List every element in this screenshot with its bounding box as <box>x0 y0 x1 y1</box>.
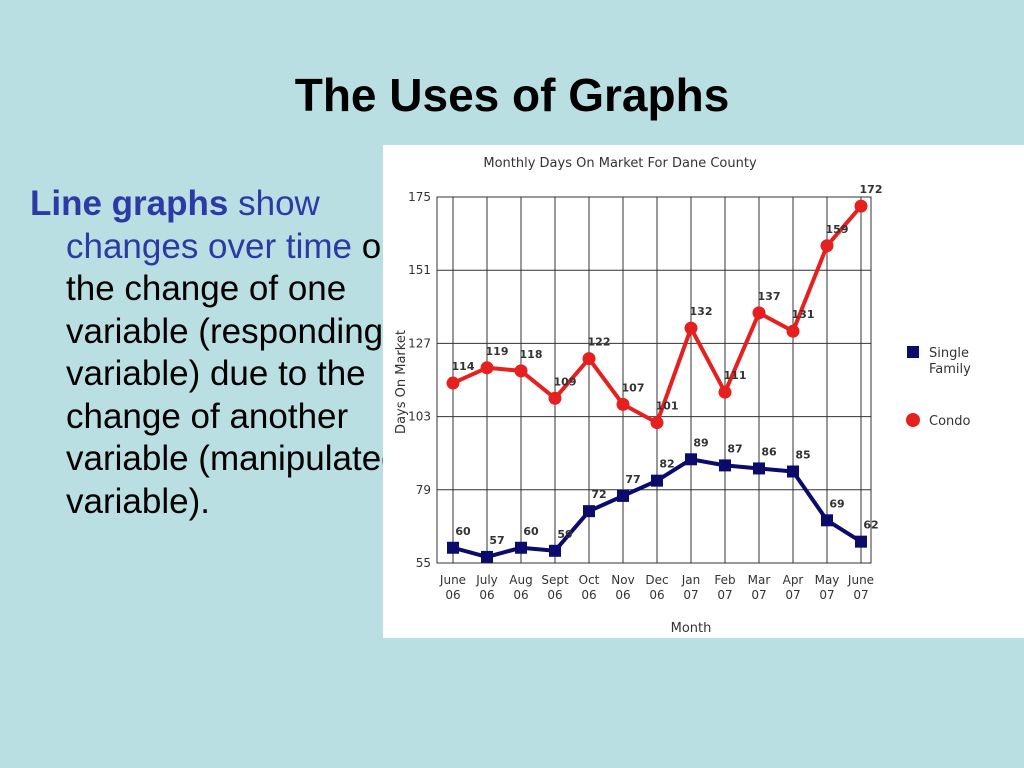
data-label: 87 <box>727 442 742 455</box>
legend-marker <box>907 346 919 358</box>
data-point <box>583 505 595 518</box>
data-label: 77 <box>625 473 640 486</box>
data-point <box>855 535 867 548</box>
y-tick-label: 79 <box>416 483 431 497</box>
data-label: 101 <box>656 400 679 413</box>
plot-frame <box>436 196 872 564</box>
data-point <box>480 361 494 375</box>
data-point <box>752 306 766 320</box>
x-tick-label: Aug 06 <box>509 573 533 602</box>
data-point <box>685 453 697 466</box>
data-label: 137 <box>758 290 781 303</box>
data-point <box>719 459 731 472</box>
data-point <box>684 321 698 335</box>
y-tick-label: 103 <box>408 410 431 424</box>
data-label: 159 <box>826 223 849 236</box>
chart: Monthly Days On Market For Dane County M… <box>394 156 973 636</box>
legend-label: Single Family <box>929 346 973 377</box>
chart-panel: Monthly Days On Market For Dane County M… <box>383 145 1024 638</box>
data-point <box>821 514 833 527</box>
data-label: 114 <box>452 360 475 373</box>
data-label: 82 <box>659 458 674 471</box>
data-point <box>515 541 527 554</box>
data-label: 69 <box>829 497 844 510</box>
data-point <box>787 465 799 478</box>
x-tick-label: Apr 07 <box>782 573 804 602</box>
chart-title: Monthly Days On Market For Dane County <box>483 156 757 171</box>
data-point <box>514 364 528 378</box>
body-text: show changes over time <box>66 184 352 266</box>
data-label: 60 <box>455 525 471 538</box>
data-point <box>786 324 800 338</box>
x-tick-label: Sept 06 <box>541 573 569 602</box>
data-label: 89 <box>693 436 708 449</box>
data-label: 59 <box>557 528 572 541</box>
slide-body: Line graphs show changes over time or th… <box>30 183 401 523</box>
data-point <box>617 489 629 502</box>
x-tick-label: Jan 07 <box>681 573 701 602</box>
data-point <box>548 391 562 405</box>
data-label: 85 <box>795 449 810 462</box>
data-point <box>650 416 664 430</box>
legend-label: Condo <box>929 414 971 429</box>
x-tick-label: July 06 <box>476 573 498 602</box>
x-axis-label: Month <box>671 621 712 636</box>
y-tick-label: 151 <box>408 263 431 277</box>
x-tick-label: Dec 06 <box>645 573 669 602</box>
x-tick-label: Oct 06 <box>578 573 600 602</box>
data-label: 119 <box>486 345 509 358</box>
data-point <box>446 376 460 390</box>
data-label: 107 <box>622 381 645 394</box>
data-label: 132 <box>690 305 713 318</box>
x-tick-label: May 07 <box>814 573 840 602</box>
slide-title: The Uses of Graphs <box>294 69 730 121</box>
x-tick-label: June 07 <box>847 573 875 602</box>
data-point <box>549 544 561 557</box>
data-label: 172 <box>860 183 883 196</box>
data-point <box>481 550 493 563</box>
data-point <box>616 397 630 411</box>
data-label: 109 <box>554 375 577 388</box>
data-label: 86 <box>761 445 777 458</box>
legend-marker <box>906 413 920 427</box>
data-point <box>582 352 596 366</box>
data-point <box>718 385 732 399</box>
data-label: 60 <box>523 525 539 538</box>
x-tick-label: Mar 07 <box>747 573 771 602</box>
y-axis-label: Days On Market <box>394 330 409 434</box>
data-label: 72 <box>591 488 606 501</box>
x-tick-label: Nov 06 <box>611 573 635 602</box>
data-point <box>854 199 868 213</box>
data-point <box>651 474 663 487</box>
data-label: 62 <box>863 519 878 532</box>
data-label: 111 <box>724 369 747 382</box>
x-tick-label: Feb 07 <box>714 573 736 602</box>
data-label: 122 <box>588 336 611 349</box>
data-label: 131 <box>792 308 815 321</box>
body-text: Line graphs <box>30 184 229 223</box>
data-point <box>820 239 834 253</box>
data-point <box>447 541 459 554</box>
y-tick-label: 55 <box>416 556 431 570</box>
x-tick-label: June 06 <box>439 573 467 602</box>
data-label: 57 <box>489 534 504 547</box>
body-text: or the change of one variable (respondin… <box>66 226 401 521</box>
y-tick-label: 175 <box>408 190 431 204</box>
data-label: 118 <box>520 348 543 361</box>
data-point <box>753 462 765 475</box>
y-tick-label: 127 <box>408 336 431 350</box>
